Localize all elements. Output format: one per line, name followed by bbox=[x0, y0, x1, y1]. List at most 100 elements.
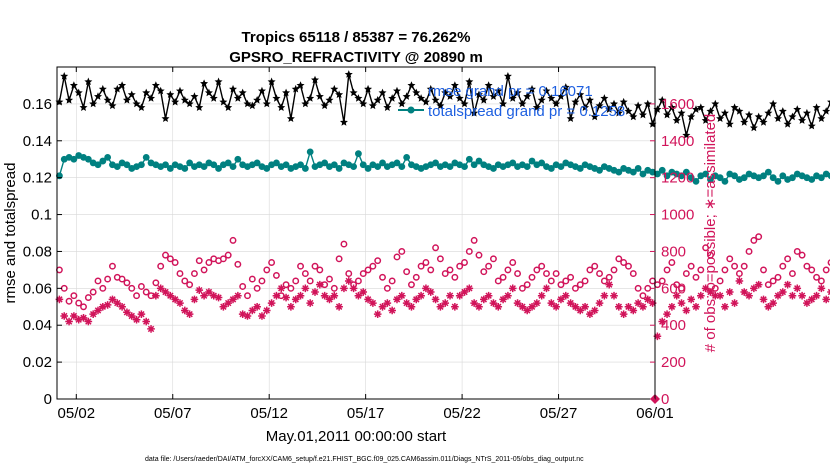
point-obs-assimilated bbox=[190, 295, 199, 304]
point-obs-assimilated bbox=[653, 332, 662, 341]
point-rmse bbox=[277, 103, 286, 111]
point-rmse bbox=[368, 101, 377, 110]
point-obs-assimilated bbox=[455, 291, 464, 300]
point-rmse bbox=[436, 101, 445, 110]
point-totalspread bbox=[162, 161, 169, 169]
point-rmse bbox=[571, 97, 580, 106]
point-obs-assimilated bbox=[301, 284, 310, 293]
point-obs-possible bbox=[55, 266, 63, 274]
point-obs-assimilated bbox=[113, 299, 122, 307]
point-obs-assimilated bbox=[523, 306, 531, 315]
point-obs-possible bbox=[446, 266, 454, 274]
point-obs-assimilated bbox=[103, 301, 112, 309]
point-rmse bbox=[518, 99, 527, 108]
point-obs-possible bbox=[137, 283, 145, 290]
point-obs-possible bbox=[142, 288, 150, 296]
point-rmse bbox=[166, 90, 175, 99]
point-totalspread bbox=[210, 161, 218, 169]
point-totalspread bbox=[99, 157, 107, 165]
point-obs-possible bbox=[388, 277, 396, 285]
point-totalspread bbox=[273, 159, 280, 167]
point-totalspread bbox=[779, 172, 787, 180]
point-rmse bbox=[383, 103, 392, 111]
point-rmse bbox=[108, 101, 117, 110]
point-rmse bbox=[619, 97, 628, 106]
point-obs-assimilated bbox=[436, 302, 445, 311]
point-totalspread bbox=[379, 159, 386, 167]
point-rmse bbox=[769, 99, 778, 108]
point-rmse bbox=[248, 101, 257, 110]
point-obs-assimilated bbox=[740, 288, 749, 296]
point-totalspread bbox=[186, 159, 194, 167]
point-rmse bbox=[378, 88, 387, 97]
point-obs-assimilated bbox=[267, 299, 276, 307]
point-totalspread bbox=[446, 163, 454, 171]
point-obs-possible bbox=[711, 284, 719, 292]
chart-subtitle: GPSRO_REFRACTIVITY @ 20890 m bbox=[229, 49, 483, 66]
point-totalspread bbox=[639, 170, 647, 178]
point-obs-assimilated bbox=[224, 299, 232, 307]
point-obs-possible bbox=[364, 266, 372, 274]
point-rmse bbox=[455, 94, 464, 102]
point-obs-assimilated bbox=[687, 295, 695, 304]
point-rmse bbox=[798, 116, 807, 124]
point-obs-assimilated bbox=[253, 302, 261, 311]
point-obs-assimilated bbox=[735, 277, 744, 285]
point-rmse bbox=[335, 90, 344, 99]
point-totalspread bbox=[760, 172, 767, 180]
point-obs-assimilated bbox=[489, 299, 498, 307]
point-totalspread bbox=[707, 176, 714, 183]
point-obs-assimilated bbox=[750, 284, 758, 293]
point-rmse bbox=[98, 84, 107, 93]
point-obs-assimilated bbox=[595, 299, 604, 307]
point-rmse bbox=[532, 103, 541, 111]
point-totalspread bbox=[432, 159, 439, 167]
point-obs-assimilated bbox=[793, 284, 802, 293]
point-rmse bbox=[364, 84, 373, 93]
point-obs-assimilated bbox=[460, 288, 469, 296]
point-obs-possible bbox=[128, 284, 136, 292]
point-obs-possible bbox=[229, 236, 237, 244]
point-obs-possible bbox=[253, 284, 261, 292]
point-totalspread bbox=[827, 172, 830, 180]
point-rmse bbox=[638, 110, 647, 119]
point-obs-assimilated bbox=[238, 310, 247, 318]
point-totalspread bbox=[297, 161, 304, 169]
point-totalspread bbox=[490, 165, 497, 172]
point-rmse bbox=[658, 96, 667, 104]
point-obs-possible bbox=[263, 266, 271, 274]
point-obs-assimilated bbox=[291, 295, 300, 304]
point-obs-assimilated bbox=[769, 299, 777, 307]
point-obs-assimilated bbox=[137, 310, 146, 318]
point-totalspread bbox=[663, 172, 671, 180]
point-obs-assimilated bbox=[296, 291, 305, 300]
point-rmse bbox=[354, 94, 363, 102]
point-rmse bbox=[590, 112, 599, 121]
point-obs-possible bbox=[509, 259, 517, 266]
point-obs-assimilated bbox=[209, 291, 218, 300]
point-rmse bbox=[142, 88, 151, 97]
point-obs-assimilated bbox=[706, 288, 715, 296]
point-obs-assimilated bbox=[205, 288, 213, 296]
point-obs-assimilated bbox=[393, 295, 401, 304]
point-obs-assimilated bbox=[615, 302, 623, 311]
point-obs-possible bbox=[99, 284, 107, 292]
point-obs-possible bbox=[200, 266, 208, 274]
point-obs-possible bbox=[470, 236, 478, 244]
point-obs-possible bbox=[94, 277, 102, 285]
point-totalspread bbox=[94, 161, 102, 169]
point-obs-assimilated bbox=[229, 295, 237, 304]
point-obs-possible bbox=[292, 277, 300, 285]
point-obs-assimilated bbox=[619, 310, 628, 318]
point-rmse bbox=[696, 103, 705, 111]
point-obs-assimilated bbox=[330, 291, 339, 300]
x-tick-label: 05/17 bbox=[347, 405, 385, 422]
point-totalspread bbox=[547, 165, 555, 172]
point-obs-possible bbox=[735, 270, 743, 278]
point-rmse bbox=[499, 99, 508, 108]
point-obs-possible bbox=[726, 255, 734, 263]
point-obs-possible bbox=[813, 273, 821, 281]
point-rmse bbox=[60, 72, 69, 80]
point-obs-possible bbox=[600, 277, 608, 285]
point-rmse bbox=[137, 103, 146, 111]
